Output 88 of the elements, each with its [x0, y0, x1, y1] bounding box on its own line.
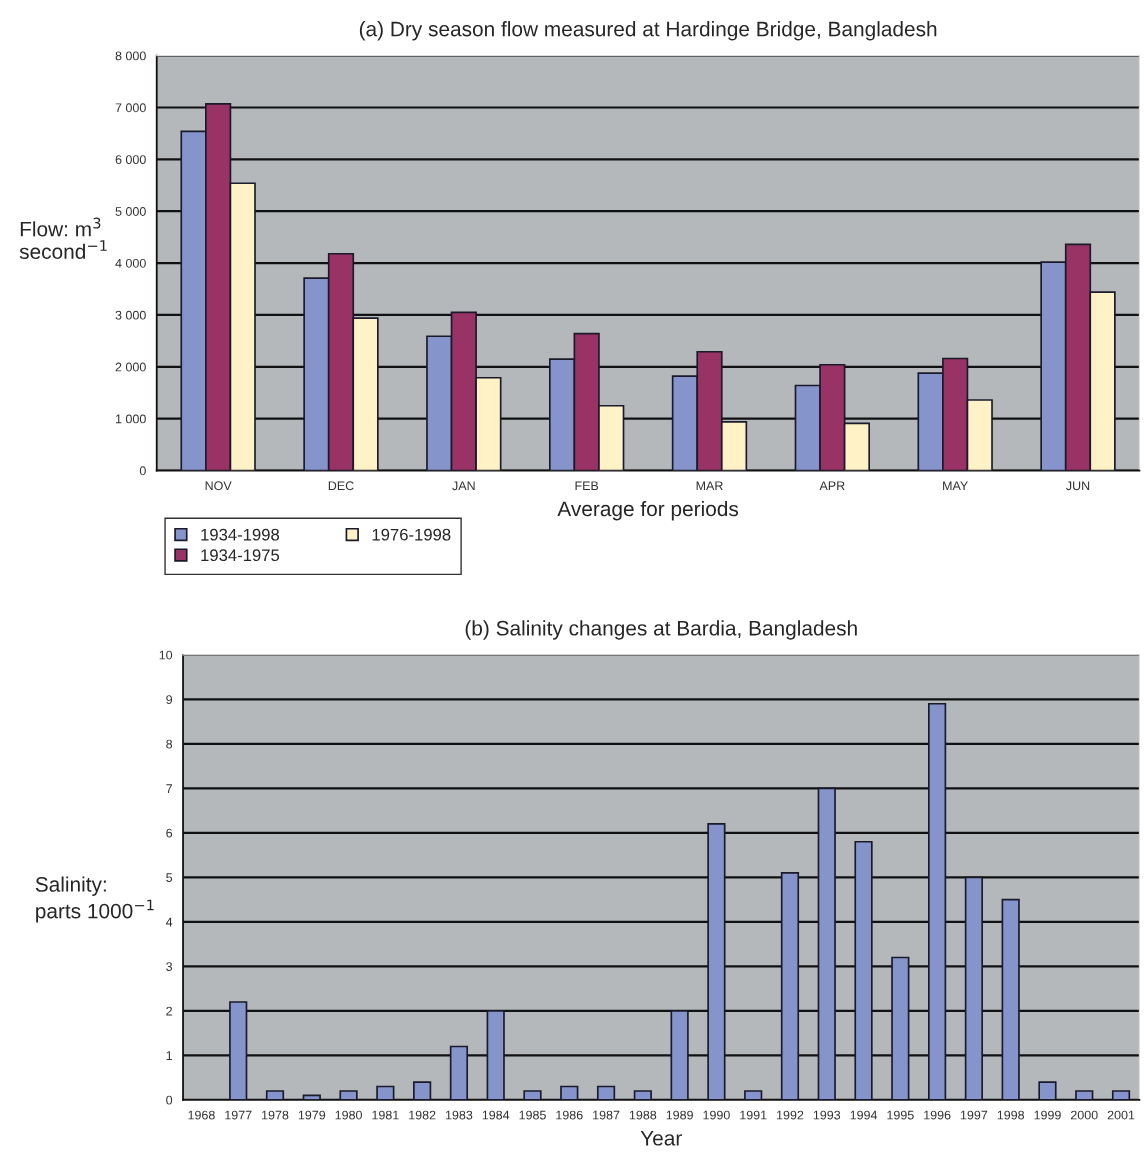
chart-title: (a) Dry season flow measured at Hardinge Bridge, Bangladesh [359, 21, 937, 41]
y-tick-label: 10 [159, 650, 173, 660]
y-tick-label: 0 [166, 1095, 173, 1105]
x-tick-label: 1985 [519, 1110, 546, 1120]
legend-label: 1934-1975 [201, 549, 280, 562]
bar [670, 1010, 689, 1100]
bar [817, 787, 836, 1100]
y-tick-label: 2 [166, 1006, 172, 1016]
bar [560, 1085, 579, 1100]
bar [449, 1045, 469, 1100]
legend-label: 1976-1998 [372, 528, 451, 541]
y-tick-label: 0 [139, 466, 146, 476]
bar [1038, 1081, 1057, 1100]
bar [780, 872, 800, 1100]
x-tick-label: 1986 [556, 1110, 583, 1120]
y-tick-label: 6 [166, 828, 173, 838]
x-tick-label: 1979 [298, 1110, 326, 1120]
x-tick-label: 1983 [445, 1110, 473, 1120]
bar [229, 1001, 248, 1100]
x-tick-label: 1993 [813, 1110, 841, 1120]
x-tick-label: 1978 [262, 1110, 289, 1120]
y-tick-label: 3 [166, 962, 173, 972]
x-tick-label: 1995 [887, 1110, 914, 1120]
bar [376, 1085, 395, 1100]
bar [744, 1090, 763, 1100]
x-tick-label: 1977 [225, 1110, 252, 1120]
x-tick-label: JUN [1066, 481, 1090, 491]
bar [633, 1090, 652, 1100]
x-tick-label: 1990 [703, 1110, 730, 1120]
x-tick-label: 1997 [960, 1110, 988, 1120]
x-axis-title: Average for periods [557, 500, 739, 521]
y-tick-label: 3 000 [115, 310, 146, 320]
x-tick-label: 1984 [482, 1110, 510, 1120]
bar [707, 823, 726, 1100]
y-tick-label: 8 000 [115, 51, 146, 61]
x-tick-label: 1991 [740, 1110, 767, 1120]
x-tick-label: 1999 [1034, 1110, 1061, 1120]
y-tick-label: 4 000 [115, 258, 146, 268]
x-tick-label: MAY [943, 481, 968, 491]
legend-label: 1934-1998 [201, 528, 280, 541]
bar [854, 840, 873, 1100]
bar [1111, 1090, 1131, 1100]
bar [265, 1090, 285, 1100]
y-axis-title: Salinity: parts 1000$^{−1}$ [35, 876, 154, 923]
x-tick-label: APR [819, 481, 845, 491]
y-tick-label: 6 000 [115, 155, 146, 165]
x-tick-label: 1992 [777, 1110, 804, 1120]
x-axis-title: Year [640, 1131, 682, 1146]
y-tick-label: 1 000 [115, 414, 146, 424]
x-tick-label: 1987 [593, 1110, 620, 1120]
bar [1075, 1090, 1094, 1100]
bar [964, 876, 984, 1100]
bar [596, 1085, 616, 1100]
y-tick-label: 5 000 [115, 207, 146, 216]
x-tick-label: JAN [452, 481, 475, 491]
x-tick-label: NOV [205, 481, 232, 491]
y-tick-label: 7 000 [115, 103, 146, 113]
y-tick-label: 8 [166, 739, 173, 749]
y-tick-label: 5 [166, 873, 173, 883]
y-tick-label: 2 000 [115, 362, 146, 372]
x-tick-label: 2001 [1107, 1110, 1135, 1120]
y-tick-label: 7 [166, 784, 172, 793]
bar [891, 956, 910, 1100]
x-tick-label: 1981 [372, 1110, 399, 1120]
bar [486, 1010, 505, 1100]
x-tick-label: MAR [696, 481, 723, 491]
bar [523, 1090, 542, 1100]
x-tick-label: DEC [328, 481, 354, 491]
bar [1001, 898, 1020, 1100]
y-tick-label: 9 [166, 695, 173, 704]
chart-title: (b) Salinity changes at Bardia, Bangladesh [465, 620, 857, 640]
y-tick-label: 1 [166, 1051, 173, 1060]
y-tick-label: 4 [165, 917, 173, 927]
x-tick-label: 1998 [997, 1110, 1025, 1120]
bar [339, 1090, 358, 1100]
bar [928, 702, 947, 1100]
x-tick-label: 1994 [850, 1110, 878, 1120]
x-tick-label: 1988 [629, 1110, 657, 1120]
x-tick-label: FEB [575, 481, 599, 491]
x-tick-label: 1982 [409, 1110, 436, 1120]
bar [302, 1094, 321, 1100]
x-tick-label: 1996 [924, 1110, 951, 1120]
y-axis-title: Flow: m$^{3}$ second$^{−1}$ [19, 217, 107, 260]
bar [413, 1081, 432, 1100]
x-tick-label: 2000 [1070, 1110, 1098, 1120]
x-tick-label: 1968 [188, 1110, 215, 1120]
x-tick-label: 1980 [335, 1110, 362, 1120]
x-tick-label: 1989 [666, 1110, 693, 1120]
